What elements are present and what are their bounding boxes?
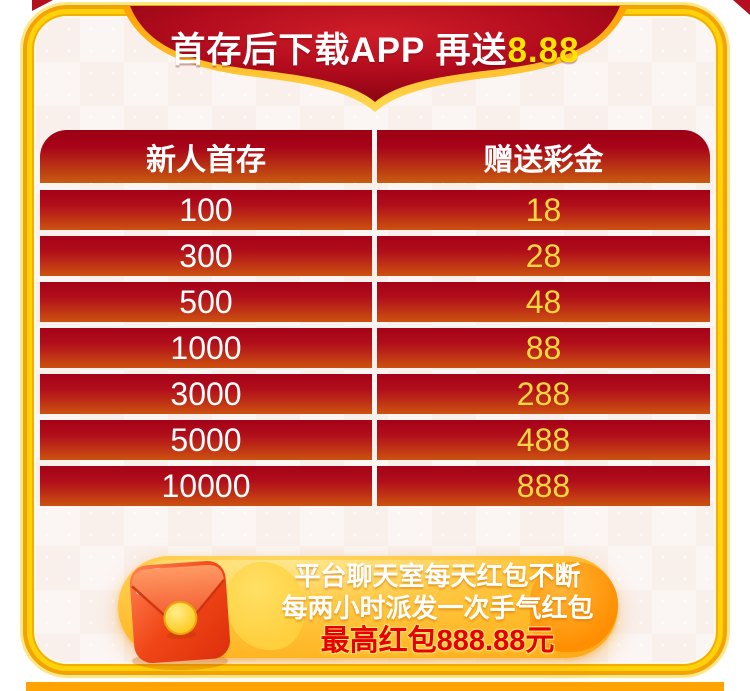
table-row: 500 48 [40,282,710,322]
header-bonus: 赠送彩金 [377,130,710,183]
deposit-cell: 5000 [40,420,372,460]
table-header-row: 新人首存 赠送彩金 [40,130,710,183]
table-row: 3000 288 [40,374,710,414]
splash-decor [226,562,304,650]
promo-headline: 首存后下载APP 再送8.88 [0,22,750,73]
deposit-cell: 500 [40,282,372,322]
bonus-cell: 888 [377,466,710,506]
footer-line-1: 平台聊天室每天红包不断 [294,561,581,591]
bonus-cell: 488 [377,420,710,460]
table-row: 1000 88 [40,328,710,368]
deposit-cell: 300 [40,236,372,276]
bonus-cell: 28 [377,236,710,276]
deposit-cell: 100 [40,190,372,230]
table-row: 300 28 [40,236,710,276]
deposit-cell: 3000 [40,374,372,414]
footer-line-3: 最高红包888.88元 [320,625,555,657]
bonus-cell: 48 [377,282,710,322]
red-envelope-icon [129,560,231,670]
ribbon-banner-shape [122,6,628,112]
bonus-cell: 288 [377,374,710,414]
table-row: 10000 888 [40,466,710,506]
promo-headline-text: 首存后下载APP 再送 [170,31,508,70]
bottom-orange-strip [26,682,724,691]
deposit-cell: 1000 [40,328,372,368]
deposit-cell: 10000 [40,466,372,506]
header-deposit: 新人首存 [40,130,372,183]
promo-footer-text: 平台聊天室每天红包不断 每两小时派发一次手气红包 最高红包888.88元 [255,560,620,659]
footer-line-2: 每两小时派发一次手气红包 [281,593,594,623]
deposit-bonus-table: 新人首存 赠送彩金 100 18 300 28 500 48 [40,130,710,512]
table-row: 100 18 [40,190,710,230]
table-row: 5000 488 [40,420,710,460]
corner-ribbon-left-decor [32,0,53,11]
promo-headline-highlight: 8.88 [507,31,580,70]
bonus-cell: 18 [377,190,710,230]
bonus-cell: 88 [377,328,710,368]
